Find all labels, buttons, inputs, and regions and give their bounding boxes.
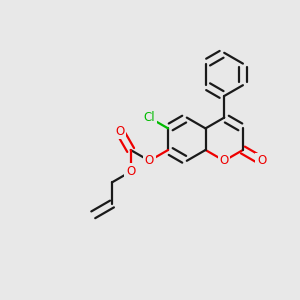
Text: O: O <box>257 154 266 167</box>
Text: O: O <box>115 125 124 138</box>
Text: O: O <box>126 165 135 178</box>
Text: Cl: Cl <box>144 111 155 124</box>
Text: O: O <box>145 154 154 167</box>
Text: O: O <box>220 154 229 167</box>
